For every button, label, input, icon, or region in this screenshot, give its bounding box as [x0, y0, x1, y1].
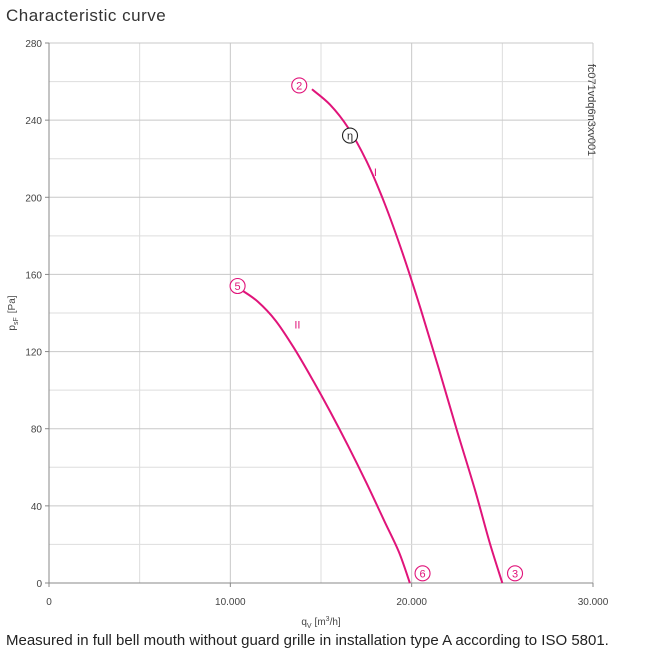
x-tick-label: 20.000 — [396, 597, 427, 608]
x-axis-label: qV [m3/h] — [301, 616, 341, 628]
marker-circle — [341, 127, 359, 144]
measurement-caption: Measured in full bell mouth without guar… — [6, 632, 609, 649]
y-tick-label: 80 — [31, 425, 43, 436]
x-axis-label-sub: V — [307, 623, 312, 628]
x-axis-label-unit-pre: [m — [315, 617, 326, 628]
grid-lines — [48, 42, 594, 584]
x-tick-label: 10.000 — [215, 597, 246, 608]
marker-label: 3 — [512, 568, 518, 580]
marker-label: 5 — [235, 281, 241, 293]
y-tick-label: 40 — [31, 502, 43, 513]
tick-labels: 0 40 80 120 160 200 240 280 0 10.000 20.000 30.000 — [25, 39, 608, 608]
marker-label: 6 — [419, 568, 425, 580]
chart-title: Characteristic curve — [6, 6, 167, 25]
marker-circle — [229, 277, 246, 295]
marker-circle — [506, 565, 524, 582]
marker-label: η — [347, 131, 353, 143]
curve-series-2 — [240, 289, 411, 584]
x-axis-label-unit-post: /h] — [330, 617, 341, 628]
diagram-id-watermark: fc071vdq6n3xv001 — [585, 64, 597, 156]
point-markers: 2 η 5 6 3 — [229, 77, 524, 582]
y-tick-label: 200 — [25, 193, 42, 204]
y-tick-label: 240 — [25, 116, 42, 127]
y-tick-label: 160 — [25, 270, 42, 281]
curve-label: II — [294, 319, 300, 331]
curve-label: I — [374, 167, 377, 179]
y-tick-label: 0 — [36, 579, 42, 590]
y-axis-label-main: p — [7, 325, 18, 331]
curve-series-1 — [311, 88, 504, 584]
x-axis-label-main: q — [301, 617, 307, 628]
x-tick-label: 30.000 — [578, 597, 609, 608]
x-tick-label: 0 — [46, 597, 52, 608]
y-tick-label: 280 — [25, 39, 42, 50]
curves: III — [240, 88, 504, 584]
marker-label: 2 — [296, 80, 302, 92]
y-axis-label-sub: sF — [13, 317, 20, 325]
marker-circle — [414, 565, 431, 582]
y-axis-label-unit: [Pa] — [7, 295, 18, 313]
y-tick-label: 120 — [25, 348, 42, 359]
y-axis-label: psF [Pa] — [7, 295, 20, 330]
marker-circle — [291, 77, 308, 94]
x-axis-label-unit-sup: 3 — [326, 616, 330, 623]
